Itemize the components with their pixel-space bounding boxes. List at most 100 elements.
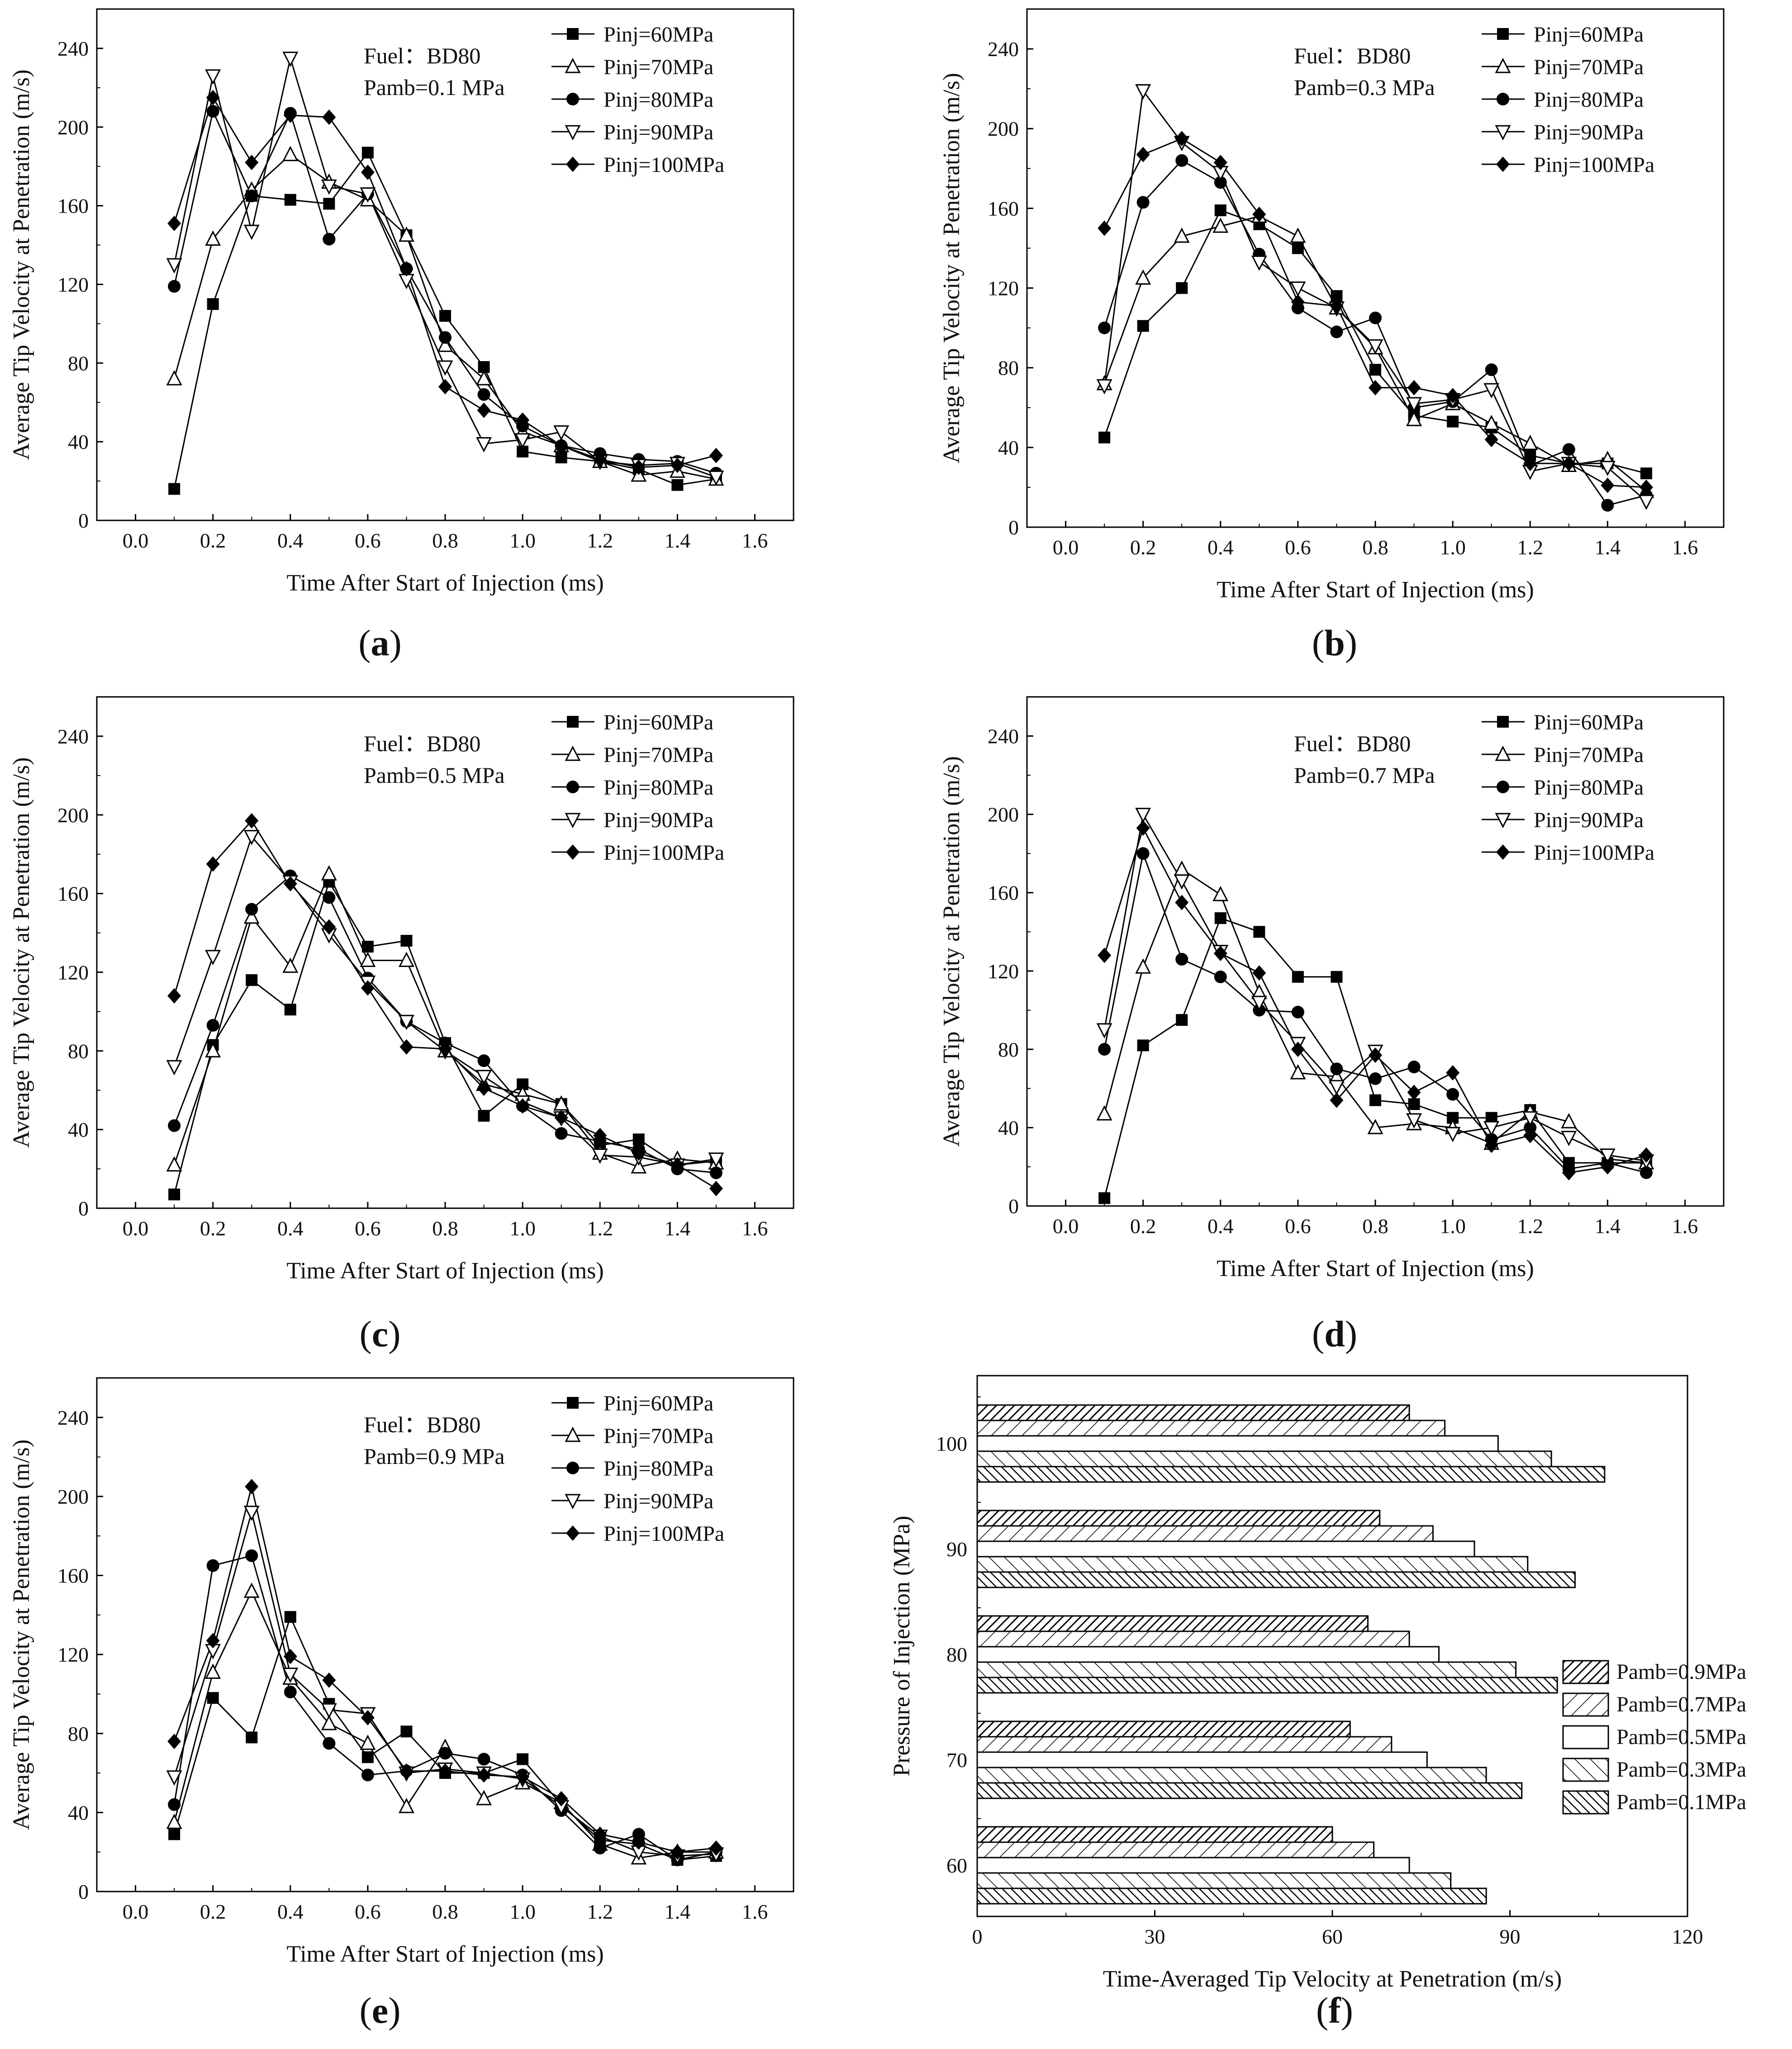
- y-tick-label: 0: [78, 1880, 89, 1903]
- panel-label-close: ): [1341, 1990, 1353, 2031]
- x-tick-label: 0.2: [200, 1900, 226, 1923]
- series-line-pinj=90mpa: [1103, 89, 1647, 502]
- data-point: [323, 891, 336, 904]
- x-tick-label: 1.6: [742, 1217, 768, 1240]
- data-point: [1098, 431, 1111, 443]
- data-point: [477, 1767, 491, 1783]
- data-point: [709, 1181, 723, 1196]
- data-point: [1098, 321, 1111, 334]
- data-point: [1562, 1165, 1576, 1181]
- data-point: [1135, 808, 1151, 823]
- data-point: [1174, 874, 1190, 890]
- data-point: [1483, 415, 1500, 430]
- panel-b: 0.0 0.2 0.4 0.6 0.8 1.0 1.2 1.4 1.6 0 40 80 120 160 20…: [939, 8, 1725, 663]
- x-tick-label: 0.4: [277, 529, 304, 552]
- legend-marker: [565, 813, 581, 829]
- x-axis-label: Time After Start of Injection (ms): [286, 570, 604, 596]
- data-point: [592, 1148, 608, 1164]
- panel-label-open: (: [1316, 1990, 1328, 2031]
- data-point: [708, 470, 724, 486]
- fuel-annotation: Fuel：BD80: [364, 1412, 480, 1437]
- data-point: [1367, 1119, 1383, 1134]
- data-point: [284, 1686, 297, 1699]
- data-point: [398, 1798, 414, 1813]
- data-point: [205, 1042, 221, 1058]
- data-point: [1562, 456, 1576, 472]
- data-point: [1369, 380, 1382, 396]
- legend-marker: [1496, 157, 1510, 172]
- x-tick-label: 0.8: [1362, 536, 1388, 559]
- data-point: [1290, 281, 1306, 297]
- x-tick-label: 0.2: [1130, 1215, 1156, 1238]
- data-point: [207, 1692, 219, 1704]
- y-tick-label: 120: [57, 1643, 89, 1666]
- bar: [976, 1420, 1446, 1437]
- x-tick-label: 0.2: [200, 529, 226, 552]
- data-point: [321, 1715, 337, 1730]
- pamb-annotation: Pamb=0.5 MPa: [364, 762, 505, 788]
- data-point: [671, 479, 684, 491]
- x-tick-label: 0.4: [1207, 1215, 1234, 1238]
- y-tick-label: 200: [57, 1485, 89, 1508]
- data-point: [1291, 294, 1305, 310]
- series-line-pinj=90mpa: [173, 1509, 716, 1857]
- data-point: [1137, 1039, 1149, 1052]
- data-point: [207, 298, 219, 310]
- legend-label: Pamb=0.5MPa: [1616, 1725, 1746, 1749]
- data-point: [361, 1768, 374, 1782]
- data-point: [361, 147, 374, 159]
- data-point: [321, 1703, 337, 1719]
- data-point: [1213, 945, 1227, 961]
- data-point: [1640, 467, 1652, 480]
- x-tick-label: 1.6: [1672, 536, 1698, 559]
- data-point: [670, 1844, 684, 1860]
- data-point: [1562, 443, 1575, 456]
- legend-label: Pinj=70MPa: [1534, 743, 1644, 767]
- y-tick-label: 80: [946, 1643, 967, 1666]
- data-point: [631, 1158, 647, 1174]
- x-tick-label: 0.6: [1285, 1215, 1311, 1238]
- data-point: [516, 1098, 530, 1114]
- legend-label: Pinj=70MPa: [1534, 55, 1644, 79]
- data-point: [1214, 970, 1227, 983]
- data-point: [166, 1813, 182, 1829]
- data-point: [284, 1004, 296, 1016]
- fuel-annotation: Fuel：BD80: [1294, 731, 1411, 756]
- legend-label: Pinj=100MPa: [604, 153, 724, 177]
- data-point: [399, 261, 414, 276]
- data-point: [476, 437, 492, 453]
- y-tick-label: 160: [988, 882, 1019, 905]
- x-tick-label: 1.6: [742, 1900, 768, 1923]
- y-tick-label: 240: [57, 725, 89, 748]
- y-axis-label: Average Tip Velocity at Penetration (m/s…: [9, 1439, 34, 1830]
- data-point: [1214, 912, 1226, 924]
- data-point: [1096, 1105, 1112, 1121]
- legend-marker: [566, 781, 579, 793]
- legend-label: Pinj=90MPa: [1534, 120, 1644, 144]
- y-tick-label: 0: [1008, 1195, 1019, 1218]
- data-point: [1639, 479, 1653, 495]
- data-point: [243, 908, 260, 924]
- y-tick-label: 0: [78, 509, 89, 532]
- x-tick-label: 1.0: [1440, 536, 1466, 559]
- data-point: [206, 105, 219, 118]
- data-point: [283, 1649, 297, 1664]
- data-point: [1599, 1148, 1616, 1164]
- x-tick-label: 0.6: [355, 1900, 381, 1923]
- bar: [976, 1646, 1440, 1663]
- bar: [976, 1404, 1410, 1421]
- data-point: [1522, 434, 1538, 450]
- legend-label: Pinj=90MPa: [604, 120, 713, 144]
- x-axis-label: Time After Start of Injection (ms): [286, 1258, 604, 1284]
- panel-a: 0.0 0.2 0.4 0.6 0.8 1.0 1.2 1.4 1.6 0 40 80 120 160 20…: [9, 8, 794, 663]
- legend-marker: [566, 1462, 579, 1474]
- data-point: [322, 1672, 336, 1688]
- data-point: [439, 331, 452, 344]
- data-point: [360, 187, 376, 203]
- data-point: [1136, 820, 1150, 836]
- data-point: [243, 830, 260, 845]
- legend-label: Pinj=60MPa: [604, 710, 713, 734]
- legend-marker: [1495, 813, 1511, 829]
- data-point: [166, 370, 182, 386]
- data-point: [1098, 1192, 1111, 1204]
